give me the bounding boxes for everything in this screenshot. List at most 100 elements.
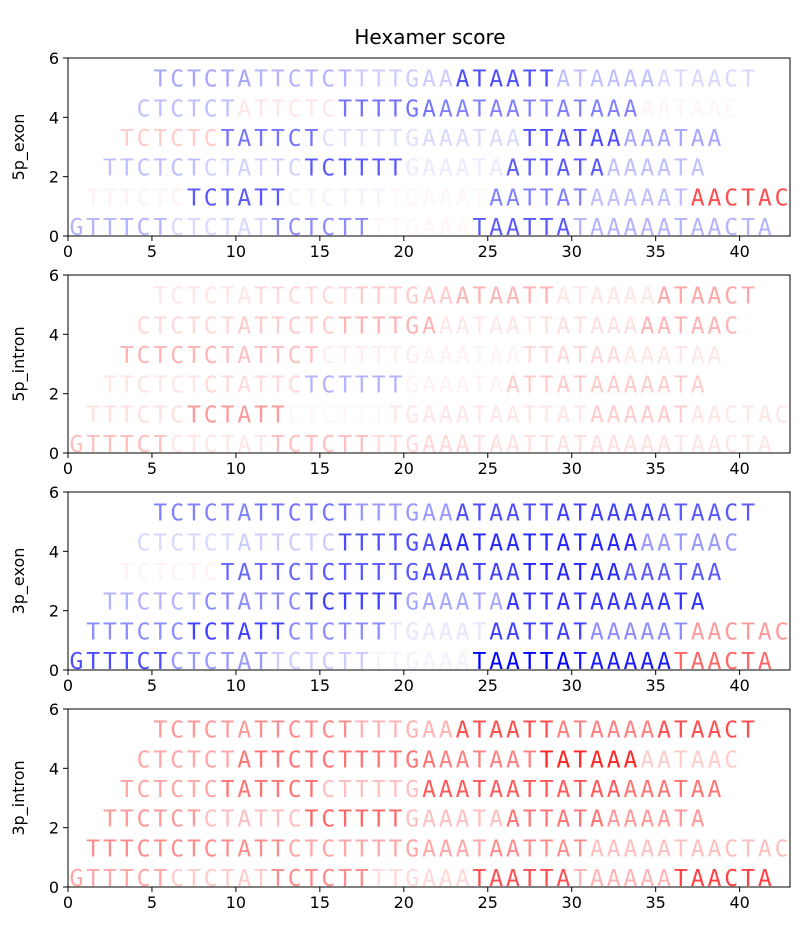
sequence-letter: T <box>153 96 167 122</box>
sequence-letter: A <box>439 866 453 892</box>
sequence-letter: T <box>221 96 235 122</box>
sequence-letter: T <box>674 866 688 892</box>
sequence-letter: T <box>355 866 369 892</box>
sequence-letter: A <box>456 67 470 93</box>
y-tick-label: 2 <box>49 819 59 838</box>
sequence-letter: T <box>741 866 755 892</box>
sequence-letter: A <box>624 402 638 428</box>
sequence-letter: T <box>372 343 386 369</box>
sequence-letter: A <box>456 156 470 182</box>
sequence-letter: T <box>523 96 537 122</box>
sequence-letter: T <box>472 501 486 527</box>
sequence-letter: T <box>540 560 554 586</box>
sequence-letter: T <box>472 67 486 93</box>
sequence-letter: T <box>472 156 486 182</box>
sequence-letter: A <box>708 215 722 241</box>
sequence-letter: A <box>691 807 705 833</box>
sequence-letter: C <box>321 373 335 399</box>
sequence-letter: A <box>506 402 520 428</box>
sequence-letter: C <box>204 747 218 773</box>
sequence-letter: T <box>254 432 268 458</box>
sequence-letter: T <box>388 126 402 152</box>
sequence-letter: A <box>506 866 520 892</box>
sequence-letter: T <box>254 96 268 122</box>
sequence-letter: T <box>741 432 755 458</box>
sequence-letter: C <box>137 96 151 122</box>
sequence-letter: T <box>103 156 117 182</box>
sequence-letter: A <box>456 530 470 556</box>
sequence-letter: T <box>523 747 537 773</box>
sequence-letter: A <box>758 619 772 645</box>
sequence-letter: T <box>153 560 167 586</box>
sequence-letter: A <box>556 156 570 182</box>
sequence-letter: C <box>288 501 302 527</box>
sequence-letter: T <box>305 590 319 616</box>
sequence-letter: A <box>489 215 503 241</box>
sequence-letter: A <box>691 343 705 369</box>
y-axis-label: 3p_exon <box>9 548 29 615</box>
sequence-letter: T <box>355 718 369 744</box>
sequence-letter: A <box>590 649 604 675</box>
sequence-letter: C <box>288 284 302 310</box>
sequence-letter: T <box>271 96 285 122</box>
sequence-letter: T <box>355 560 369 586</box>
sequence-letter: A <box>657 185 671 211</box>
x-tick-label: 40 <box>729 459 749 478</box>
sequence-letter: C <box>724 501 738 527</box>
sequence-letter: T <box>153 619 167 645</box>
sequence-letter: A <box>607 67 621 93</box>
sequence-letter: T <box>388 215 402 241</box>
sequence-letter: T <box>472 126 486 152</box>
sequence-letter: T <box>338 807 352 833</box>
sequence-letter: A <box>237 866 251 892</box>
sequence-letter: G <box>69 866 83 892</box>
sequence-letter: T <box>271 373 285 399</box>
sequence-letter: T <box>674 718 688 744</box>
sequence-letter: A <box>422 836 436 862</box>
sequence-letter: T <box>741 836 755 862</box>
sequence-letter: A <box>506 96 520 122</box>
sequence-letter: A <box>556 530 570 556</box>
sequence-letter: A <box>489 402 503 428</box>
sequence-letter: T <box>254 777 268 803</box>
sequence-letter: A <box>439 313 453 339</box>
sequence-letter: T <box>120 215 134 241</box>
sequence-letter: A <box>691 185 705 211</box>
sequence-letter: T <box>338 402 352 428</box>
sequence-letter: T <box>254 866 268 892</box>
sequence-letter: T <box>573 747 587 773</box>
sequence-letter: A <box>556 185 570 211</box>
sequence-letter: T <box>187 649 201 675</box>
sequence-letter: T <box>221 313 235 339</box>
sequence-letter: C <box>170 156 184 182</box>
sequence-letter: C <box>288 777 302 803</box>
sequence-letter: T <box>674 67 688 93</box>
sequence-letter: G <box>405 807 419 833</box>
sequence-letter: A <box>708 747 722 773</box>
sequence-letter: T <box>187 284 201 310</box>
sequence-letter: T <box>674 747 688 773</box>
sequence-letter: T <box>540 373 554 399</box>
sequence-letter: A <box>607 718 621 744</box>
sequence-letter: A <box>640 96 654 122</box>
sequence-letter: T <box>271 530 285 556</box>
sequence-letter: A <box>691 718 705 744</box>
sequence-letter: A <box>556 501 570 527</box>
sequence-letter: T <box>573 501 587 527</box>
sequence-letter: A <box>506 836 520 862</box>
sequence-letter: T <box>221 126 235 152</box>
sequence-letter: C <box>170 126 184 152</box>
sequence-letter: A <box>237 313 251 339</box>
sequence-letter: C <box>724 67 738 93</box>
sequence-letter: A <box>691 126 705 152</box>
sequence-letter: C <box>170 807 184 833</box>
sequence-letter: T <box>372 777 386 803</box>
sequence-letter: A <box>624 590 638 616</box>
sequence-letter: A <box>590 185 604 211</box>
sequence-letter: A <box>237 156 251 182</box>
sequence-letter: T <box>271 343 285 369</box>
sequence-letter: A <box>556 432 570 458</box>
sequence-letter: T <box>355 432 369 458</box>
sequence-letter: G <box>405 343 419 369</box>
